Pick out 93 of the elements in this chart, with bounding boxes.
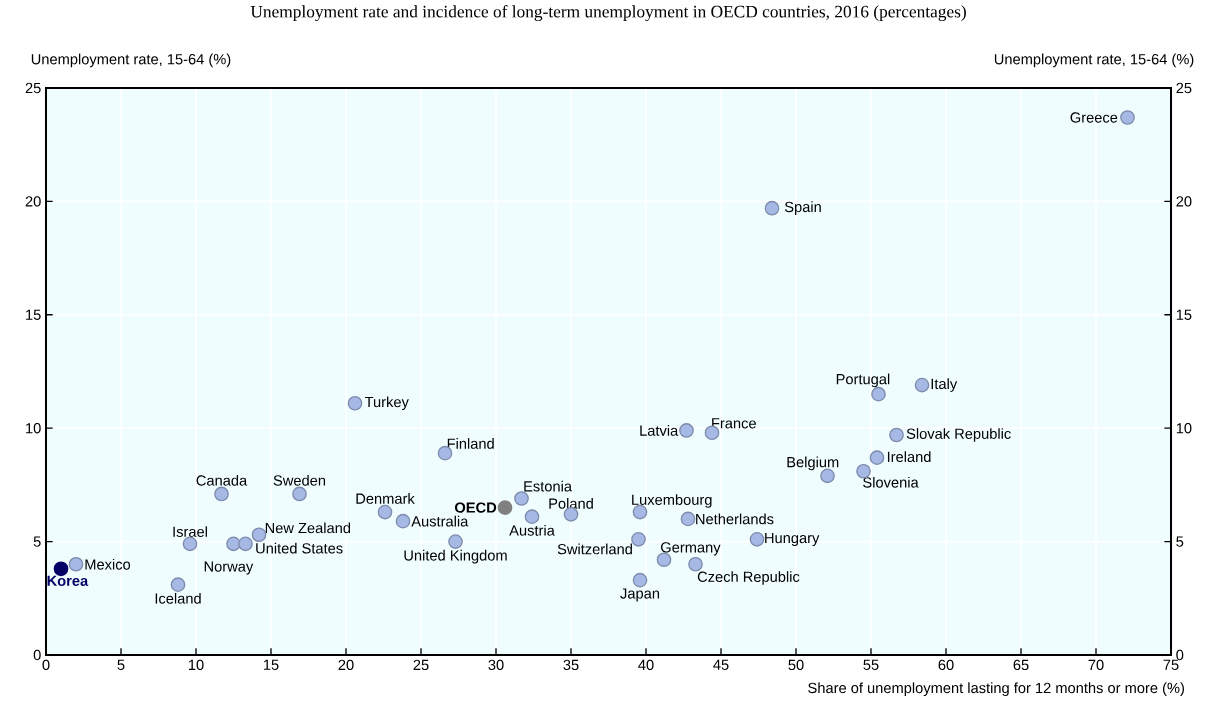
- annotation: Austria: [509, 524, 555, 536]
- x-tick-label: 70: [1088, 659, 1104, 671]
- x-tick-label: 50: [788, 659, 804, 671]
- x-tick-label: 5: [117, 659, 125, 670]
- y-axis-title: Unemployment rate, 15-64 (%): [31, 53, 231, 68]
- point: [170, 577, 186, 593]
- point: [514, 491, 529, 506]
- point: [764, 200, 780, 216]
- x-tick-label: 15: [263, 659, 279, 670]
- annotation: Poland: [549, 498, 593, 509]
- point: [377, 504, 393, 520]
- annotation: Italy: [931, 378, 958, 392]
- x-tick-label: 60: [938, 659, 954, 671]
- x-tick-label: 10: [188, 659, 204, 671]
- annotation: Norway: [204, 561, 254, 575]
- annotation: France: [712, 418, 756, 429]
- annotation: Slovenia: [863, 476, 919, 488]
- annotation: Japan: [620, 588, 660, 602]
- x-tick-label: 30: [488, 659, 504, 671]
- point: [395, 513, 411, 529]
- annotation: Slovak Republic: [906, 428, 1011, 442]
- y-tick-label: 0: [33, 649, 41, 661]
- point: [680, 511, 696, 527]
- point: [524, 509, 540, 524]
- annotation: Netherlands: [696, 513, 774, 525]
- annotation: Luxembourg: [632, 494, 712, 508]
- point: [497, 500, 513, 515]
- annotation: Finland: [447, 438, 494, 449]
- y2-tick-label: 5: [1176, 536, 1184, 547]
- annotation: Czech Republic: [697, 571, 800, 585]
- annotation: United States: [256, 542, 343, 554]
- annotation: Mexico: [85, 558, 131, 570]
- y-tick-label: 15: [26, 309, 41, 320]
- annotation: Spain: [784, 201, 821, 216]
- annotation: Israel: [173, 526, 207, 537]
- point: [214, 486, 229, 502]
- point: [1120, 110, 1135, 125]
- point: [679, 423, 694, 438]
- x-tick-label: 55: [863, 659, 879, 670]
- point: [869, 450, 885, 466]
- annotation: Australia: [411, 515, 469, 527]
- y-tick-label: 20: [25, 196, 41, 207]
- series-label: OECD: [454, 502, 497, 513]
- x-tick-label: 35: [563, 659, 579, 671]
- point: [238, 536, 253, 552]
- chart-title: Unemployment rate and incidence of long-term unemployment in OECD countries, 2016 (percentages): [250, 5, 966, 22]
- point: [889, 427, 904, 443]
- point: [914, 377, 930, 393]
- y-tick-label: 25: [25, 82, 41, 94]
- point: [68, 556, 84, 572]
- annotation: Hungary: [765, 532, 820, 547]
- y-tick-label: 5: [33, 536, 41, 547]
- point: [292, 486, 307, 502]
- series-label: Korea: [47, 575, 89, 586]
- x-tick-label: 75: [1163, 659, 1179, 670]
- point: [749, 531, 765, 547]
- annotation: Sweden: [273, 474, 326, 486]
- annotation: Iceland: [155, 592, 201, 604]
- x-tick-label: 45: [713, 659, 729, 670]
- annotation: Turkey: [364, 396, 409, 411]
- y2-tick-label: 0: [1176, 649, 1184, 661]
- annotation: Ireland: [887, 451, 931, 463]
- y2-axis-title: Unemployment rate, 15-64 (%): [994, 53, 1194, 68]
- y2-tick-label: 20: [1176, 196, 1192, 207]
- y2-tick-label: 10: [1176, 423, 1192, 434]
- point: [347, 395, 363, 411]
- x-tick-label: 25: [413, 659, 429, 671]
- x-axis-title: Share of unemployment lasting for 12 months or more (%): [808, 682, 1184, 697]
- y2-tick-label: 25: [1176, 82, 1192, 94]
- annotation: Greece: [1070, 112, 1118, 123]
- point: [631, 531, 646, 547]
- point: [856, 463, 871, 479]
- y-tick-label: 10: [26, 423, 41, 434]
- annotation: Denmark: [356, 493, 415, 504]
- y2-tick-label: 15: [1176, 309, 1192, 320]
- point: [688, 556, 703, 572]
- annotation: Canada: [196, 474, 248, 486]
- x-tick-label: 65: [1013, 659, 1029, 671]
- annotation: United Kingdom: [404, 549, 507, 564]
- annotation: Switzerland: [557, 543, 632, 555]
- point: [632, 572, 648, 588]
- x-tick-label: 0: [42, 659, 50, 671]
- point: [182, 536, 198, 552]
- annotation: Belgium: [787, 456, 839, 471]
- annotation: Latvia: [640, 425, 679, 436]
- annotation: Estonia: [524, 480, 573, 492]
- point: [448, 534, 463, 549]
- annotation: New Zealand: [265, 522, 351, 534]
- x-tick-label: 20: [338, 659, 354, 671]
- point: [251, 527, 267, 543]
- annotation: Germany: [661, 542, 721, 556]
- annotation: Portugal: [836, 373, 890, 388]
- x-tick-label: 40: [638, 659, 654, 671]
